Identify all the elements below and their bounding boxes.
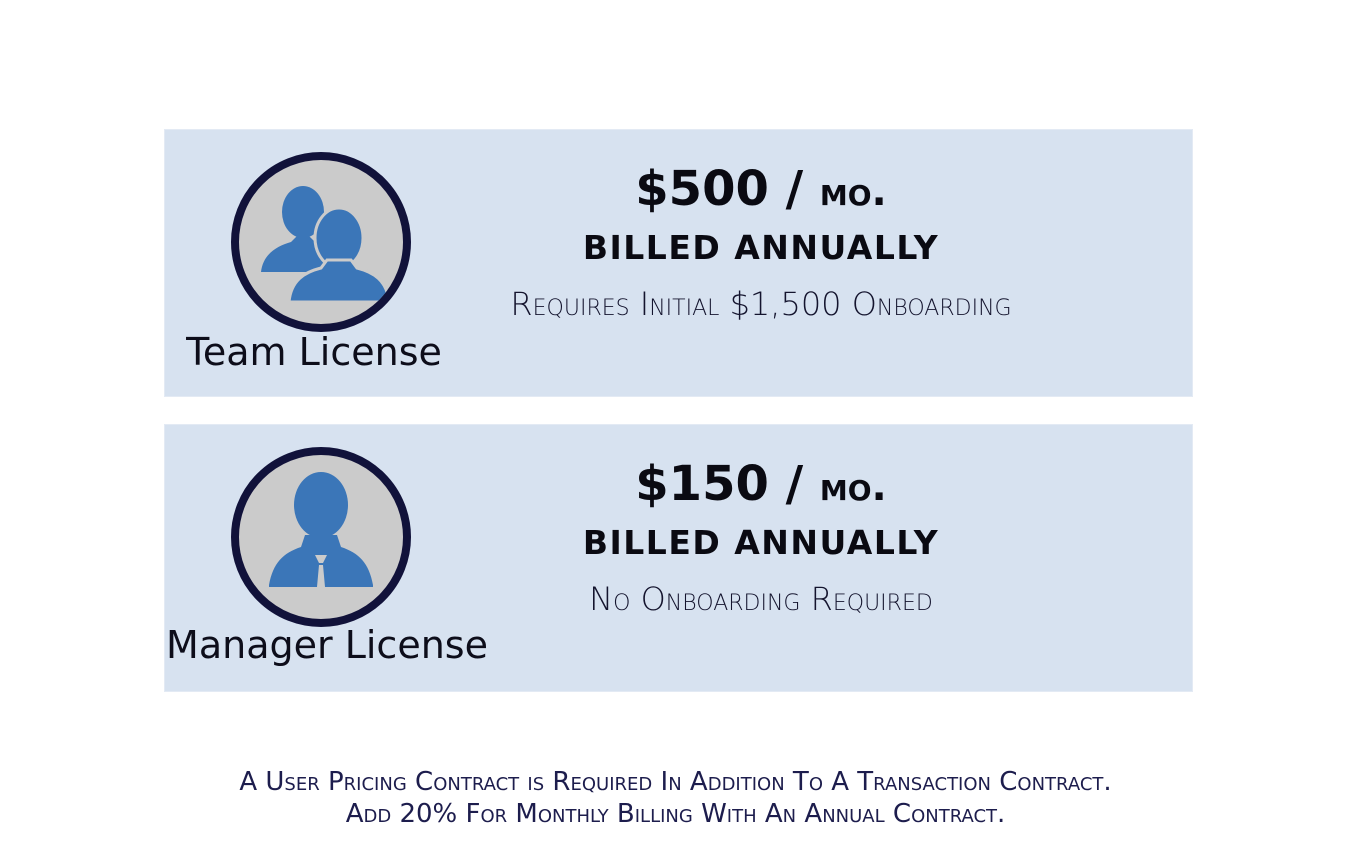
manager-user-icon-graphic	[269, 472, 373, 587]
team-users-icon	[231, 152, 411, 332]
price: $500 / mo.	[499, 160, 1023, 221]
onboarding-requirement: Requires Initial $1,500 Onboarding	[510, 285, 1012, 323]
manager-license-card: Manager License $150 / mo. BILLED ANNUAL…	[164, 424, 1193, 692]
price: $150 / mo.	[499, 455, 1023, 516]
footer-line-monthly-billing: Add 20% For Monthly Billing With An Annu…	[345, 799, 1006, 829]
footer-note: A User Pricing Contract is Required In A…	[0, 766, 1351, 830]
onboarding-requirement: No Onboarding Required	[589, 580, 933, 618]
license-name: Team License	[186, 330, 442, 374]
license-name: Manager License	[166, 623, 488, 667]
price-amount: $150 /	[635, 456, 804, 512]
billing-period: BILLED ANNUALLY	[582, 228, 940, 267]
price-unit: mo.	[819, 464, 887, 510]
billing-period: BILLED ANNUALLY	[582, 523, 940, 562]
manager-user-icon	[231, 447, 411, 627]
price-unit: mo.	[819, 169, 887, 215]
footer-line-contract: A User Pricing Contract is Required In A…	[239, 767, 1112, 797]
pricing-block: $150 / mo. BILLED ANNUALLY No Onboarding…	[499, 455, 1023, 624]
team-users-icon-graphic	[261, 186, 391, 304]
pricing-block: $500 / mo. BILLED ANNUALLY Requires Init…	[499, 160, 1023, 329]
price-amount: $500 /	[635, 161, 804, 217]
team-license-card: Team License $500 / mo. BILLED ANNUALLY …	[164, 129, 1193, 397]
